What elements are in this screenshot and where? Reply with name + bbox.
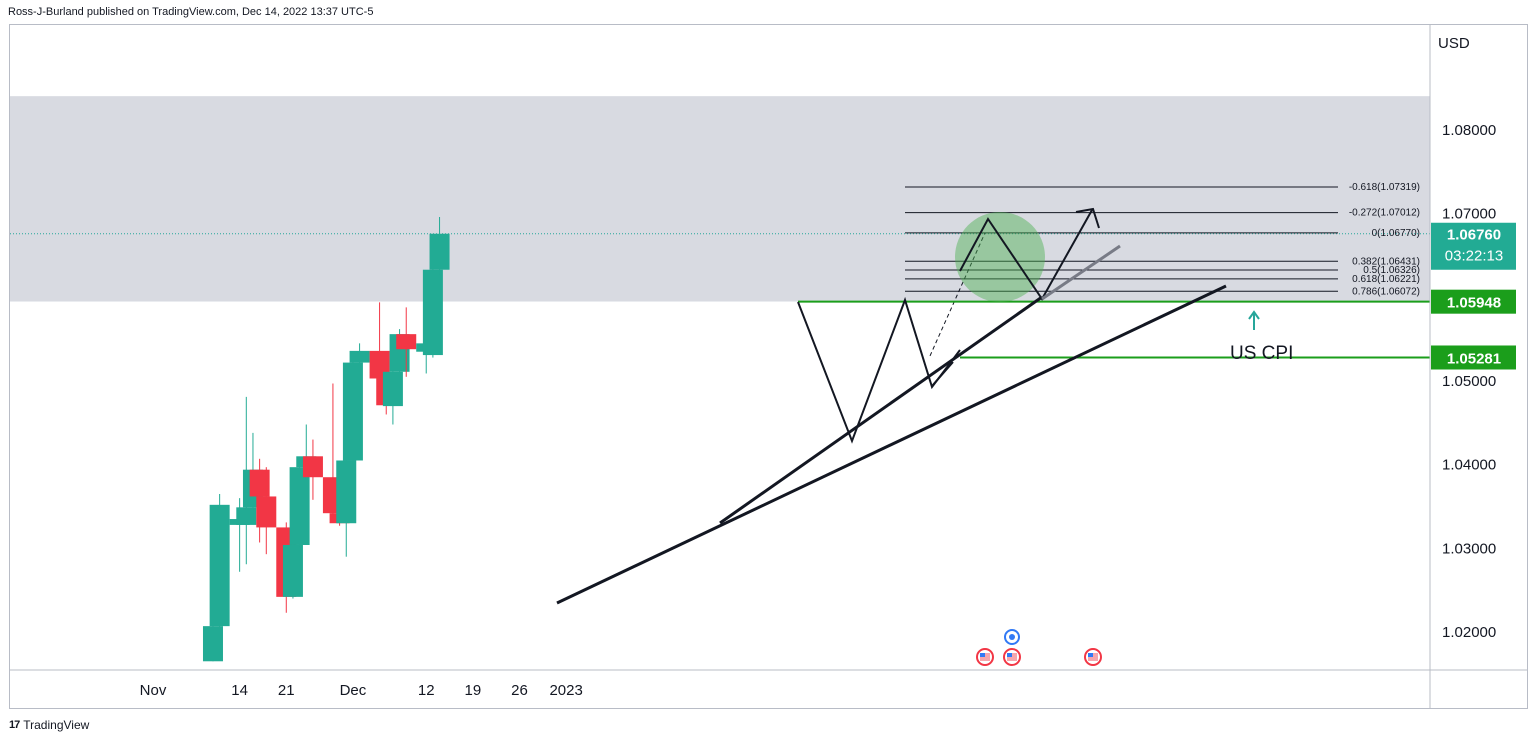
candle-body <box>396 334 417 350</box>
level-price-box <box>1431 289 1516 314</box>
highlight-circle <box>955 212 1045 302</box>
candle <box>209 493 230 656</box>
x-tick-label: Dec <box>340 682 367 699</box>
lower-trendline <box>556 284 1227 605</box>
projection-path <box>959 209 1093 301</box>
y-tick-label: 1.04000 <box>1442 457 1496 474</box>
level-price-label: 1.05281 <box>1447 350 1501 367</box>
candle-body <box>209 504 230 627</box>
tradingview-logo-icon: 17 <box>9 719 20 731</box>
current-price-label: 1.06760 <box>1447 227 1501 244</box>
fib-level-label: 0.382(1.06431) <box>1352 256 1420 267</box>
upper-trendline <box>719 295 1043 525</box>
candle <box>396 307 417 377</box>
candle <box>282 540 303 599</box>
currency-label: USD <box>1438 35 1470 52</box>
candle <box>256 467 277 555</box>
global-event-dot <box>1009 634 1015 640</box>
alt-projection-line <box>1041 244 1121 301</box>
level-price-box <box>1431 345 1516 370</box>
candle-body <box>429 233 450 270</box>
cpi-up-arrow-head <box>1248 310 1260 320</box>
candle-body <box>369 350 390 379</box>
y-tick-label: 1.02000 <box>1442 624 1496 641</box>
candle-body <box>236 507 257 525</box>
fib-anchor-line <box>929 232 986 357</box>
candle <box>342 352 363 471</box>
candle <box>289 466 310 547</box>
pattern-zigzag-link <box>931 361 954 387</box>
candle-body <box>202 626 223 662</box>
candle-countdown: 03:22:13 <box>1445 248 1503 265</box>
annotation-us-cpi: US CPI <box>1230 343 1293 364</box>
us-flag-canton <box>1088 653 1093 657</box>
tradingview-footer: 17 TradingView <box>9 718 89 732</box>
fib-level-label: 0.618(1.06221) <box>1352 274 1420 285</box>
x-tick-label: 19 <box>465 682 482 699</box>
resistance-zone <box>10 96 1430 302</box>
y-tick-label: 1.05000 <box>1442 373 1496 390</box>
chart-frame <box>9 24 1528 709</box>
candle-body <box>289 467 310 545</box>
candle <box>302 439 323 500</box>
us-flag-canton <box>980 653 985 657</box>
candle-body <box>336 460 357 524</box>
level-price-label: 1.05948 <box>1447 295 1501 312</box>
current-price-box <box>1431 222 1516 270</box>
x-tick-label: 21 <box>278 682 295 699</box>
candle <box>349 343 370 440</box>
candle-body <box>422 269 443 356</box>
y-tick-label: 1.07000 <box>1442 206 1496 223</box>
candle <box>429 217 450 275</box>
publisher-header: Ross-J-Burland published on TradingView.… <box>8 6 374 18</box>
candle-body <box>249 469 270 497</box>
y-tick-label: 1.03000 <box>1442 540 1496 557</box>
candle-body <box>256 496 277 528</box>
fib-level-label: -0.618(1.07319) <box>1349 182 1420 193</box>
fib-level-label: 0.5(1.06326) <box>1363 265 1420 276</box>
fib-level-label: 0.786(1.06072) <box>1352 286 1420 297</box>
x-tick-label: 2023 <box>549 682 582 699</box>
candle-body <box>349 350 370 363</box>
y-tick-label: 1.08000 <box>1442 122 1496 139</box>
candle-body <box>342 362 363 461</box>
x-tick-label: 14 <box>231 682 248 699</box>
footer-brand: TradingView <box>23 718 90 732</box>
projection-arrowhead <box>1075 207 1100 229</box>
candle-body <box>382 371 403 407</box>
x-tick-label: 12 <box>418 682 435 699</box>
candle-body <box>302 456 323 478</box>
fib-level-label: -0.272(1.07012) <box>1349 208 1420 219</box>
x-tick-label: 26 <box>511 682 528 699</box>
us-flag-canton <box>1007 653 1012 657</box>
candle-body <box>282 544 303 597</box>
x-tick-label: Nov <box>140 682 167 699</box>
fib-level-label: 0(1.06770) <box>1372 228 1420 239</box>
